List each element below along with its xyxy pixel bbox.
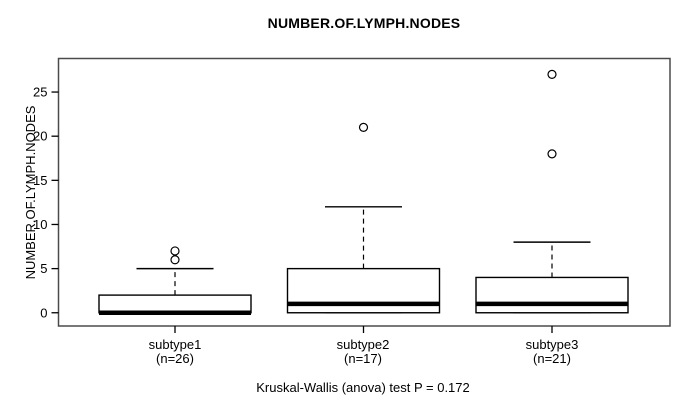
chart-title: NUMBER.OF.LYMPH.NODES [267,15,461,31]
outlier-point [170,246,180,256]
x-axis-group-label-subtype2: subtype2 (n=17) [283,338,443,365]
y-axis-tick-label: 5 [40,261,47,276]
y-axis-tick-label: 25 [33,85,47,100]
box [98,294,252,314]
x-axis-group-label-subtype3: subtype3 (n=21) [472,338,632,365]
group-n: (n=21) [533,350,571,366]
group-name: subtype1 [148,337,202,352]
group-n: (n=26) [156,350,194,366]
group-name: subtype2 [336,337,390,352]
outlier-point [358,122,369,132]
y-axis-tick-label: 20 [33,129,47,144]
outlier-point [547,149,557,159]
outlier-point [547,69,557,79]
outlier-point [170,255,180,265]
plot-border [57,57,671,327]
box [475,276,629,314]
y-axis-tick-label: 15 [33,173,47,188]
y-axis-tick-label: 0 [40,305,47,320]
group-n: (n=17) [344,350,382,366]
group-name: subtype3 [525,337,579,352]
x-axis-group-label-subtype1: subtype1 (n=26) [95,338,255,365]
stat-test-caption: Kruskal-Wallis (anova) test P = 0.172 [256,380,470,395]
y-axis-tick-label: 10 [33,217,47,232]
